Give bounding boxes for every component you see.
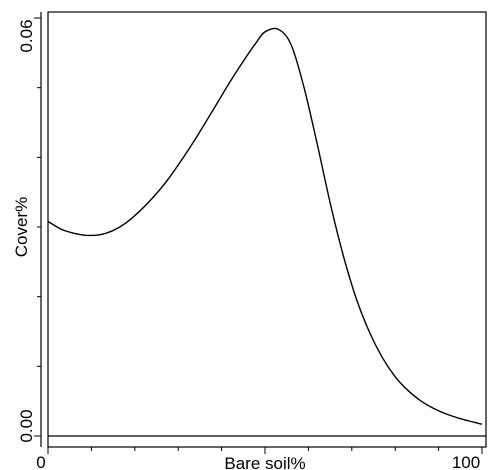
y-axis-label: Cover% [12,197,31,257]
series-line [47,27,483,425]
y-tick-label-006: 0.06 [17,19,36,52]
plot-frame [47,11,487,448]
axes [40,11,487,448]
y-ticks [34,17,41,437]
y-tick-label-0: 0.00 [17,409,36,442]
x-ticks [47,447,483,454]
x-tick-label-100: 100 [452,453,480,470]
x-tick-label-0: 0 [36,453,45,470]
x-axis-label: Bare soil% [224,454,305,470]
